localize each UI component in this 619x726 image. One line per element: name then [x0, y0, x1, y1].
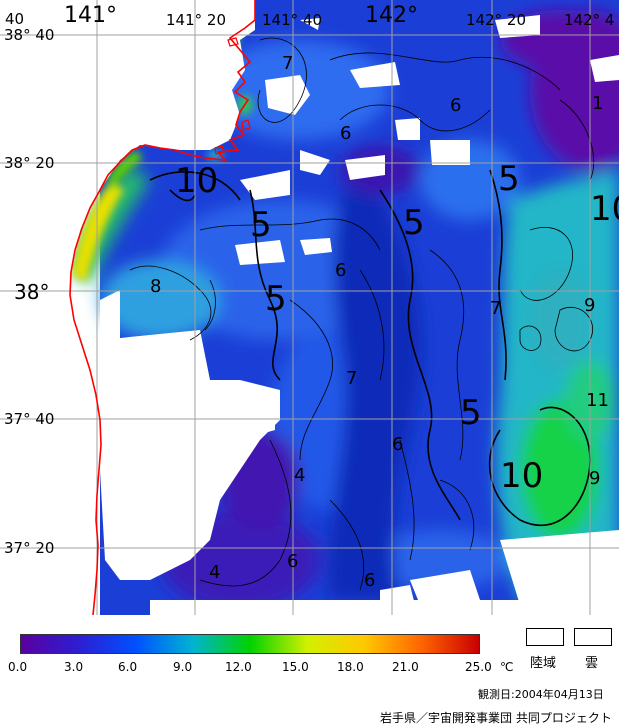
contour-label: 5 [403, 203, 425, 243]
colorbar-tick: 9.0 [173, 660, 193, 674]
contour-label: 10 [590, 189, 619, 229]
contour-label: 5 [265, 279, 287, 319]
coastline [69, 0, 256, 615]
credit-text: 岩手県／宇宙開発事業団 共同プロジェクト [380, 711, 612, 725]
contour-label: 6 [450, 95, 462, 116]
cloud-legend-box [574, 628, 612, 646]
colorbar-unit: ℃ [500, 660, 514, 674]
contour-label: 8 [150, 276, 162, 297]
colorbar-tick: 18.0 [337, 660, 364, 674]
lon-label-141: 141° [64, 3, 117, 28]
contour-label: 6 [364, 570, 376, 591]
contour-label: 6 [392, 434, 404, 455]
lon-label-142: 142° [365, 3, 418, 28]
contour-label: 6 [340, 123, 352, 144]
contour-label: 7 [346, 368, 358, 389]
colorbar-tick: 3.0 [64, 660, 84, 674]
contour-label: 10 [500, 456, 544, 496]
contour-label: 5 [498, 159, 520, 199]
colorbar-tick: 15.0 [282, 660, 309, 674]
contour-label: 5 [460, 393, 482, 433]
lat-label-38: 38° [14, 280, 50, 304]
contour-label: 6 [287, 551, 299, 572]
contour-label: 5 [250, 205, 272, 245]
contour-label: 4 [209, 562, 221, 583]
contour-label: 10 [175, 161, 219, 201]
land-legend-box [526, 628, 564, 646]
corner-lat-label: 40 [5, 10, 25, 28]
land-legend-label: 陸域 [530, 656, 557, 671]
lat-label-38-40: 38° 40 [4, 26, 55, 44]
lon-label-142-40: 142° 4 [564, 11, 615, 29]
sea-surface-temperature-map [0, 0, 619, 615]
lon-label-141-40: 141° 40 [262, 11, 322, 29]
contour-label: 9 [584, 295, 596, 316]
contour-label: 1 [592, 93, 604, 114]
contour-label: 7 [282, 53, 294, 74]
lat-label-37-40: 37° 40 [4, 410, 55, 428]
cloud-legend-label: 雲 [585, 656, 599, 671]
colorbar-tick: 21.0 [392, 660, 419, 674]
observation-date: 観測日:2004年04月13日 [478, 688, 604, 701]
temperature-colorbar [20, 634, 480, 654]
colorbar-tick: 12.0 [225, 660, 252, 674]
lat-label-37-20: 37° 20 [4, 539, 55, 557]
graticule [0, 0, 619, 615]
lon-label-142-20: 142° 20 [466, 11, 526, 29]
contour-label: 7 [490, 298, 502, 319]
contour-label: 11 [586, 390, 609, 411]
contour-label: 9 [589, 468, 601, 489]
lon-label-141-20: 141° 20 [166, 11, 226, 29]
lat-label-38-20: 38° 20 [4, 154, 55, 172]
cloud-patches [100, 15, 619, 615]
colorbar-tick: 6.0 [118, 660, 138, 674]
sst-field [70, 0, 619, 615]
contour-label: 6 [335, 260, 347, 281]
coastline-islands [214, 37, 251, 155]
land-area [0, 0, 255, 615]
colorbar-tick: 0.0 [8, 660, 28, 674]
colorbar-tick: 25.0 [465, 660, 492, 674]
isotherm-contours [129, 37, 595, 591]
contour-label: 4 [294, 465, 306, 486]
